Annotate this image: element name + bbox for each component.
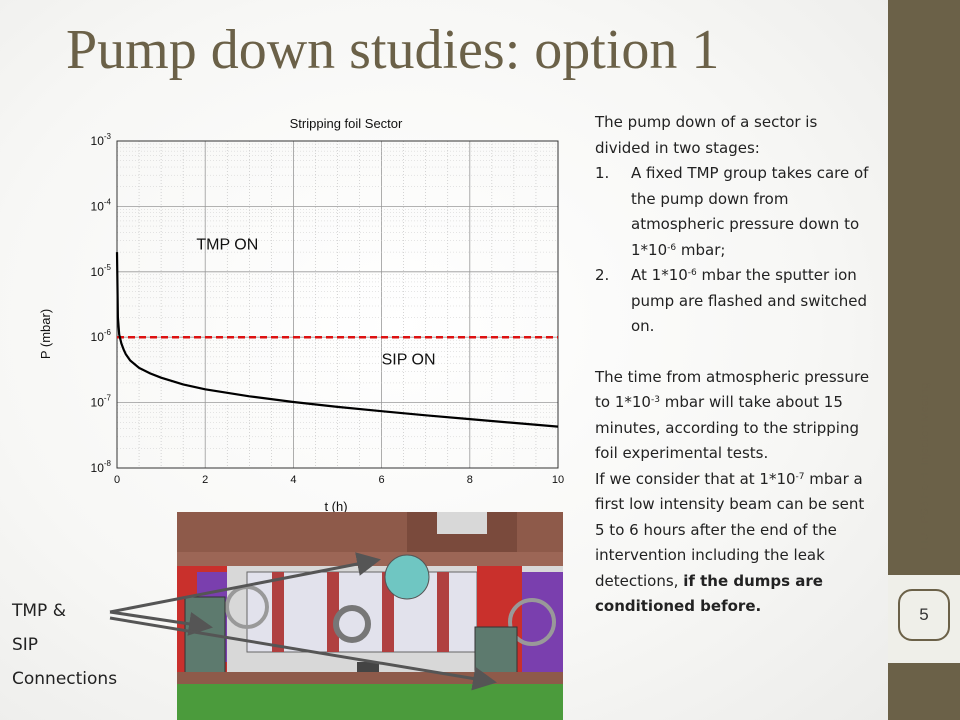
timing-paragraph: The time from atmospheric pressure to 1*… (595, 367, 870, 463)
tmp-label-line: TMP & (12, 601, 66, 621)
footer-text: LIU - PSB Ho-H- Injection Meeting (919, 382, 931, 550)
x-tick-label: 4 (290, 474, 296, 486)
x-tick-label: 0 (114, 474, 120, 486)
description-text: The pump down of a sector is divided in … (595, 110, 873, 620)
x-tick-label: 6 (379, 474, 385, 486)
beam-paragraph: If we consider that at 1*10-7 mbar a fir… (595, 469, 865, 616)
intro-paragraph: The pump down of a sector is divided in … (595, 113, 818, 157)
stage-number: 2. (595, 266, 610, 284)
stage-list: 1. A fixed TMP group takes care of the p… (595, 161, 873, 340)
y-tick-label: 10-6 (91, 328, 112, 344)
y-tick-label: 10-4 (91, 197, 112, 213)
stage-item: 2. At 1*10-6 mbar the sputter ion pump a… (595, 263, 873, 340)
page-number-badge: 5 (898, 589, 950, 641)
y-tick-label: 10-5 (91, 263, 112, 279)
stage-number: 1. (595, 164, 610, 182)
stage-exponent: -6 (687, 268, 697, 278)
x-tick-label: 10 (552, 474, 564, 486)
y-tick-label: 10-3 (91, 132, 112, 148)
slide-title: Pump down studies: option 1 (66, 19, 720, 81)
y-tick-label: 10-7 (91, 394, 112, 410)
chart-x-label: t (h) (324, 499, 347, 514)
stage-item: 1. A fixed TMP group takes care of the p… (595, 161, 873, 263)
annotation-tmp-on: TMP ON (196, 236, 258, 253)
stage-text-end: mbar; (676, 240, 726, 259)
annotation-sip-on: SIP ON (382, 352, 436, 369)
y-tick-label: 10-8 (91, 459, 112, 475)
pressure-curve (115, 252, 559, 428)
chart-y-label: P (mbar) (38, 309, 53, 359)
stage-text-end: mbar the sputter ion pump are flashed an… (631, 266, 868, 335)
pressure-chart: Stripping foil Sector t (h) P (mbar) 0 2 4… (38, 116, 565, 514)
chart-ticks: 0 2 4 6 8 10 10-3 10-4 10-5 10-6 10-7 10-8 (91, 132, 565, 486)
bold-condition: if the dumps are conditioned before. (595, 571, 823, 616)
sector-cad-illustration (177, 512, 563, 720)
tmp-label-line: Connections (12, 669, 118, 689)
chart-title: Stripping foil Sector (290, 116, 403, 131)
stage-text: A fixed TMP group takes care of the pump… (631, 164, 869, 259)
stage-exponent: -6 (667, 242, 677, 253)
tmp-sip-label: TMP & SIP Connections (12, 594, 152, 696)
stage-text: At 1*10 (631, 266, 688, 284)
chart-frame (116, 140, 559, 469)
x-tick-label: 2 (202, 474, 208, 486)
x-tick-label: 8 (467, 474, 473, 486)
tmp-label-line: SIP (12, 635, 39, 655)
chart-grid (116, 140, 559, 469)
